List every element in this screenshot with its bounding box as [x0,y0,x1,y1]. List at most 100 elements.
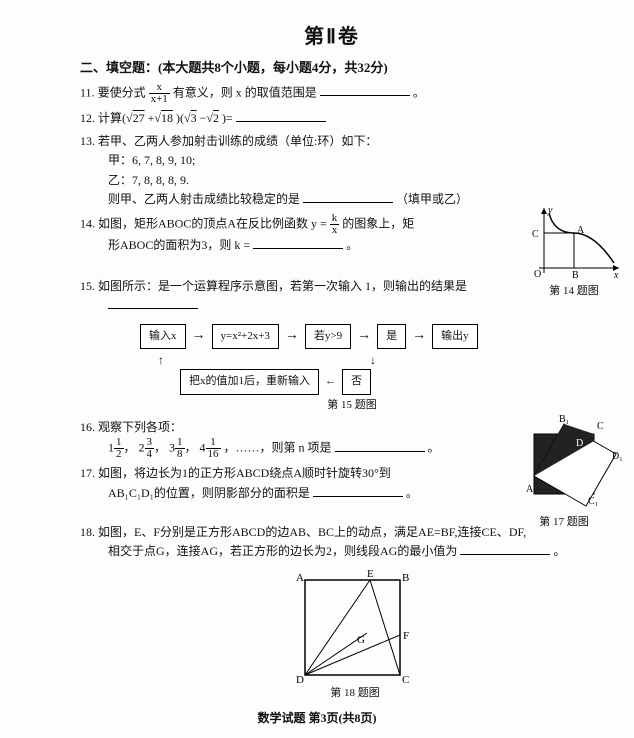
square-diagram-icon: A E B F C D G [290,565,420,685]
question-15: 15. 如图所示：是一个运算程序示意图，若第一次输入 1，则输出的结果是 输入x… [80,277,584,414]
flowchart-row2: 把x的值加1后，重新输入 ← 否 [180,369,584,395]
label-c: C [532,229,539,240]
question-12: 12. 计算(√27 +√18 )(√3 −√2 )= [80,109,584,128]
flow-box: 否 [342,369,371,395]
q-text: 形ABOC的面积为3，则 k = [108,238,250,252]
label-y: y [547,205,553,216]
q-number: 16. [80,420,95,434]
exam-page: 第Ⅱ卷 二、填空题：(本大题共8个小题，每小题4分，共32分) 11. 要使分式… [0,0,634,738]
flow-box: 输入x [140,324,186,350]
flow-box: 若y>9 [305,324,351,350]
label: B [402,572,409,584]
section-heading: 二、填空题：(本大题共8个小题，每小题4分，共32分) [80,57,584,76]
blank [313,484,403,497]
label: F [403,630,409,642]
q-text: 。 [406,486,418,500]
flow-box: 输出y [432,324,478,350]
blank [460,542,550,555]
q-text: 有意义，则 x 的取值范围是 [173,85,317,99]
label: A [296,572,304,584]
page-footer: 数学试题 第3页(共8页) [0,709,634,726]
figure-18: A E B F C D G 第 18 题图 [80,565,584,703]
flow-box: y=x²+2x+3 [212,324,279,350]
data-row: 甲：6, 7, 8, 9, 10; [80,151,584,170]
q-text: 相交于点G，连接AG，若正方形的边长为2，则线段AG的最小值为 [108,544,457,558]
q-number: 17. [80,466,95,480]
arrow-right-icon [192,325,206,347]
arrow-right-icon [285,325,299,347]
q-text: 形ABOC的面积为3，则 k = 。 [80,236,474,255]
q-text: 。 [413,85,425,99]
arrow-left-icon: ← [325,373,336,391]
denominator: x [330,225,340,236]
data-row: 乙：7, 8, 8, 8, 9. [80,171,584,190]
label: C₁ [588,496,598,507]
q-text: AB₁C₁D₁的位置，则阴影部分的面积是 [108,486,310,500]
label: B₁ [559,414,569,425]
flowchart-row1: 输入x y=x²+2x+3 若y>9 是 输出y [140,324,584,350]
question-17: 17. 如图，将边长为1的正方形ABCD绕点A顺时针旋转30°到 AB₁C₁D₁… [80,464,584,502]
fraction: x x+1 [149,82,170,105]
q-text: 要使分式 [98,85,146,99]
q-text: 如图，将边长为1的正方形ABCD绕点A顺时针旋转30°到 [98,466,391,480]
radical: 18 [161,111,173,125]
flow-box: 是 [377,324,406,350]
label: G [357,634,365,646]
hyperbola-icon: C A O B x y [524,203,624,283]
q-text: )( [176,111,184,125]
denominator: 16 [206,449,221,460]
blank [320,83,410,96]
q-hint: （填甲或乙） [396,192,468,206]
label: C [402,674,409,685]
label-x: x [613,270,619,281]
blank [108,296,198,309]
page-title: 第Ⅱ卷 [80,20,584,49]
label: A [526,484,534,495]
q-number: 12. [80,111,95,125]
q-text: 。 [346,238,358,252]
label: D₁ [612,451,623,462]
blank [253,236,343,249]
denominator: 8 [175,449,185,460]
blank [303,190,393,203]
q-text: ，……，则第 n 项是 [224,441,332,455]
q-text: 如图，E、F分别是正方形ABCD的边AB、BC上的动点，满足AE=BF,连接CE… [98,525,526,539]
q-number: 15. [80,279,95,293]
question-18: 18. 如图，E、F分别是正方形ABCD的边AB、BC上的动点，满足AE=BF,… [80,523,584,703]
q-text: 。 [428,441,440,455]
figure-caption: 第 18 题图 [290,685,420,703]
question-11: 11. 要使分式 x x+1 有意义，则 x 的取值范围是 。 [80,82,584,105]
blank [236,109,326,122]
q-text: 如图所示：是一个运算程序示意图，若第一次输入 1，则输出的结果是 [98,279,467,293]
q-text: 则甲、乙两人射击成绩比较稳定的是 （填甲或乙） [80,190,584,209]
q-text: )= [222,111,233,125]
label: D [296,674,304,685]
question-13: 13. 若甲、乙两人参加射击训练的成绩（单位:环）如下： 甲：6, 7, 8, … [80,132,584,209]
op: − [200,111,207,125]
q-text: 如图，矩形ABOC的顶点A在反比例函数 y = [98,216,327,230]
q-text: 。 [553,544,565,558]
q-text: 观察下列各项： [98,420,182,434]
figure-17: A B₁ C D D₁ C₁ 第 17 题图 [504,404,624,532]
denominator: 2 [114,449,124,460]
radical: 2 [213,111,219,125]
arrow-right-icon [412,325,426,347]
label-a: A [577,225,585,236]
q-text: 若甲、乙两人参加射击训练的成绩（单位:环）如下： [98,134,377,148]
label: D [576,438,583,449]
arrow-up-icon: ↑ [158,351,164,370]
label: C [597,421,604,432]
q-text: 计算( [98,111,126,125]
arrow-right-icon [357,325,371,347]
op: + [148,111,155,125]
radical: 3 [191,111,197,125]
rotated-square-icon: A B₁ C D D₁ C₁ [504,404,624,514]
blank [335,439,425,452]
flow-box: 把x的值加1后，重新输入 [180,369,319,395]
denominator: x+1 [149,94,170,105]
denominator: 4 [145,449,155,460]
radical: 27 [133,111,145,125]
q-text: AB₁C₁D₁的位置，则阴影部分的面积是 。 [80,484,444,503]
q-text: 则甲、乙两人射击成绩比较稳定的是 [108,192,300,206]
q-number: 11. [80,85,95,99]
